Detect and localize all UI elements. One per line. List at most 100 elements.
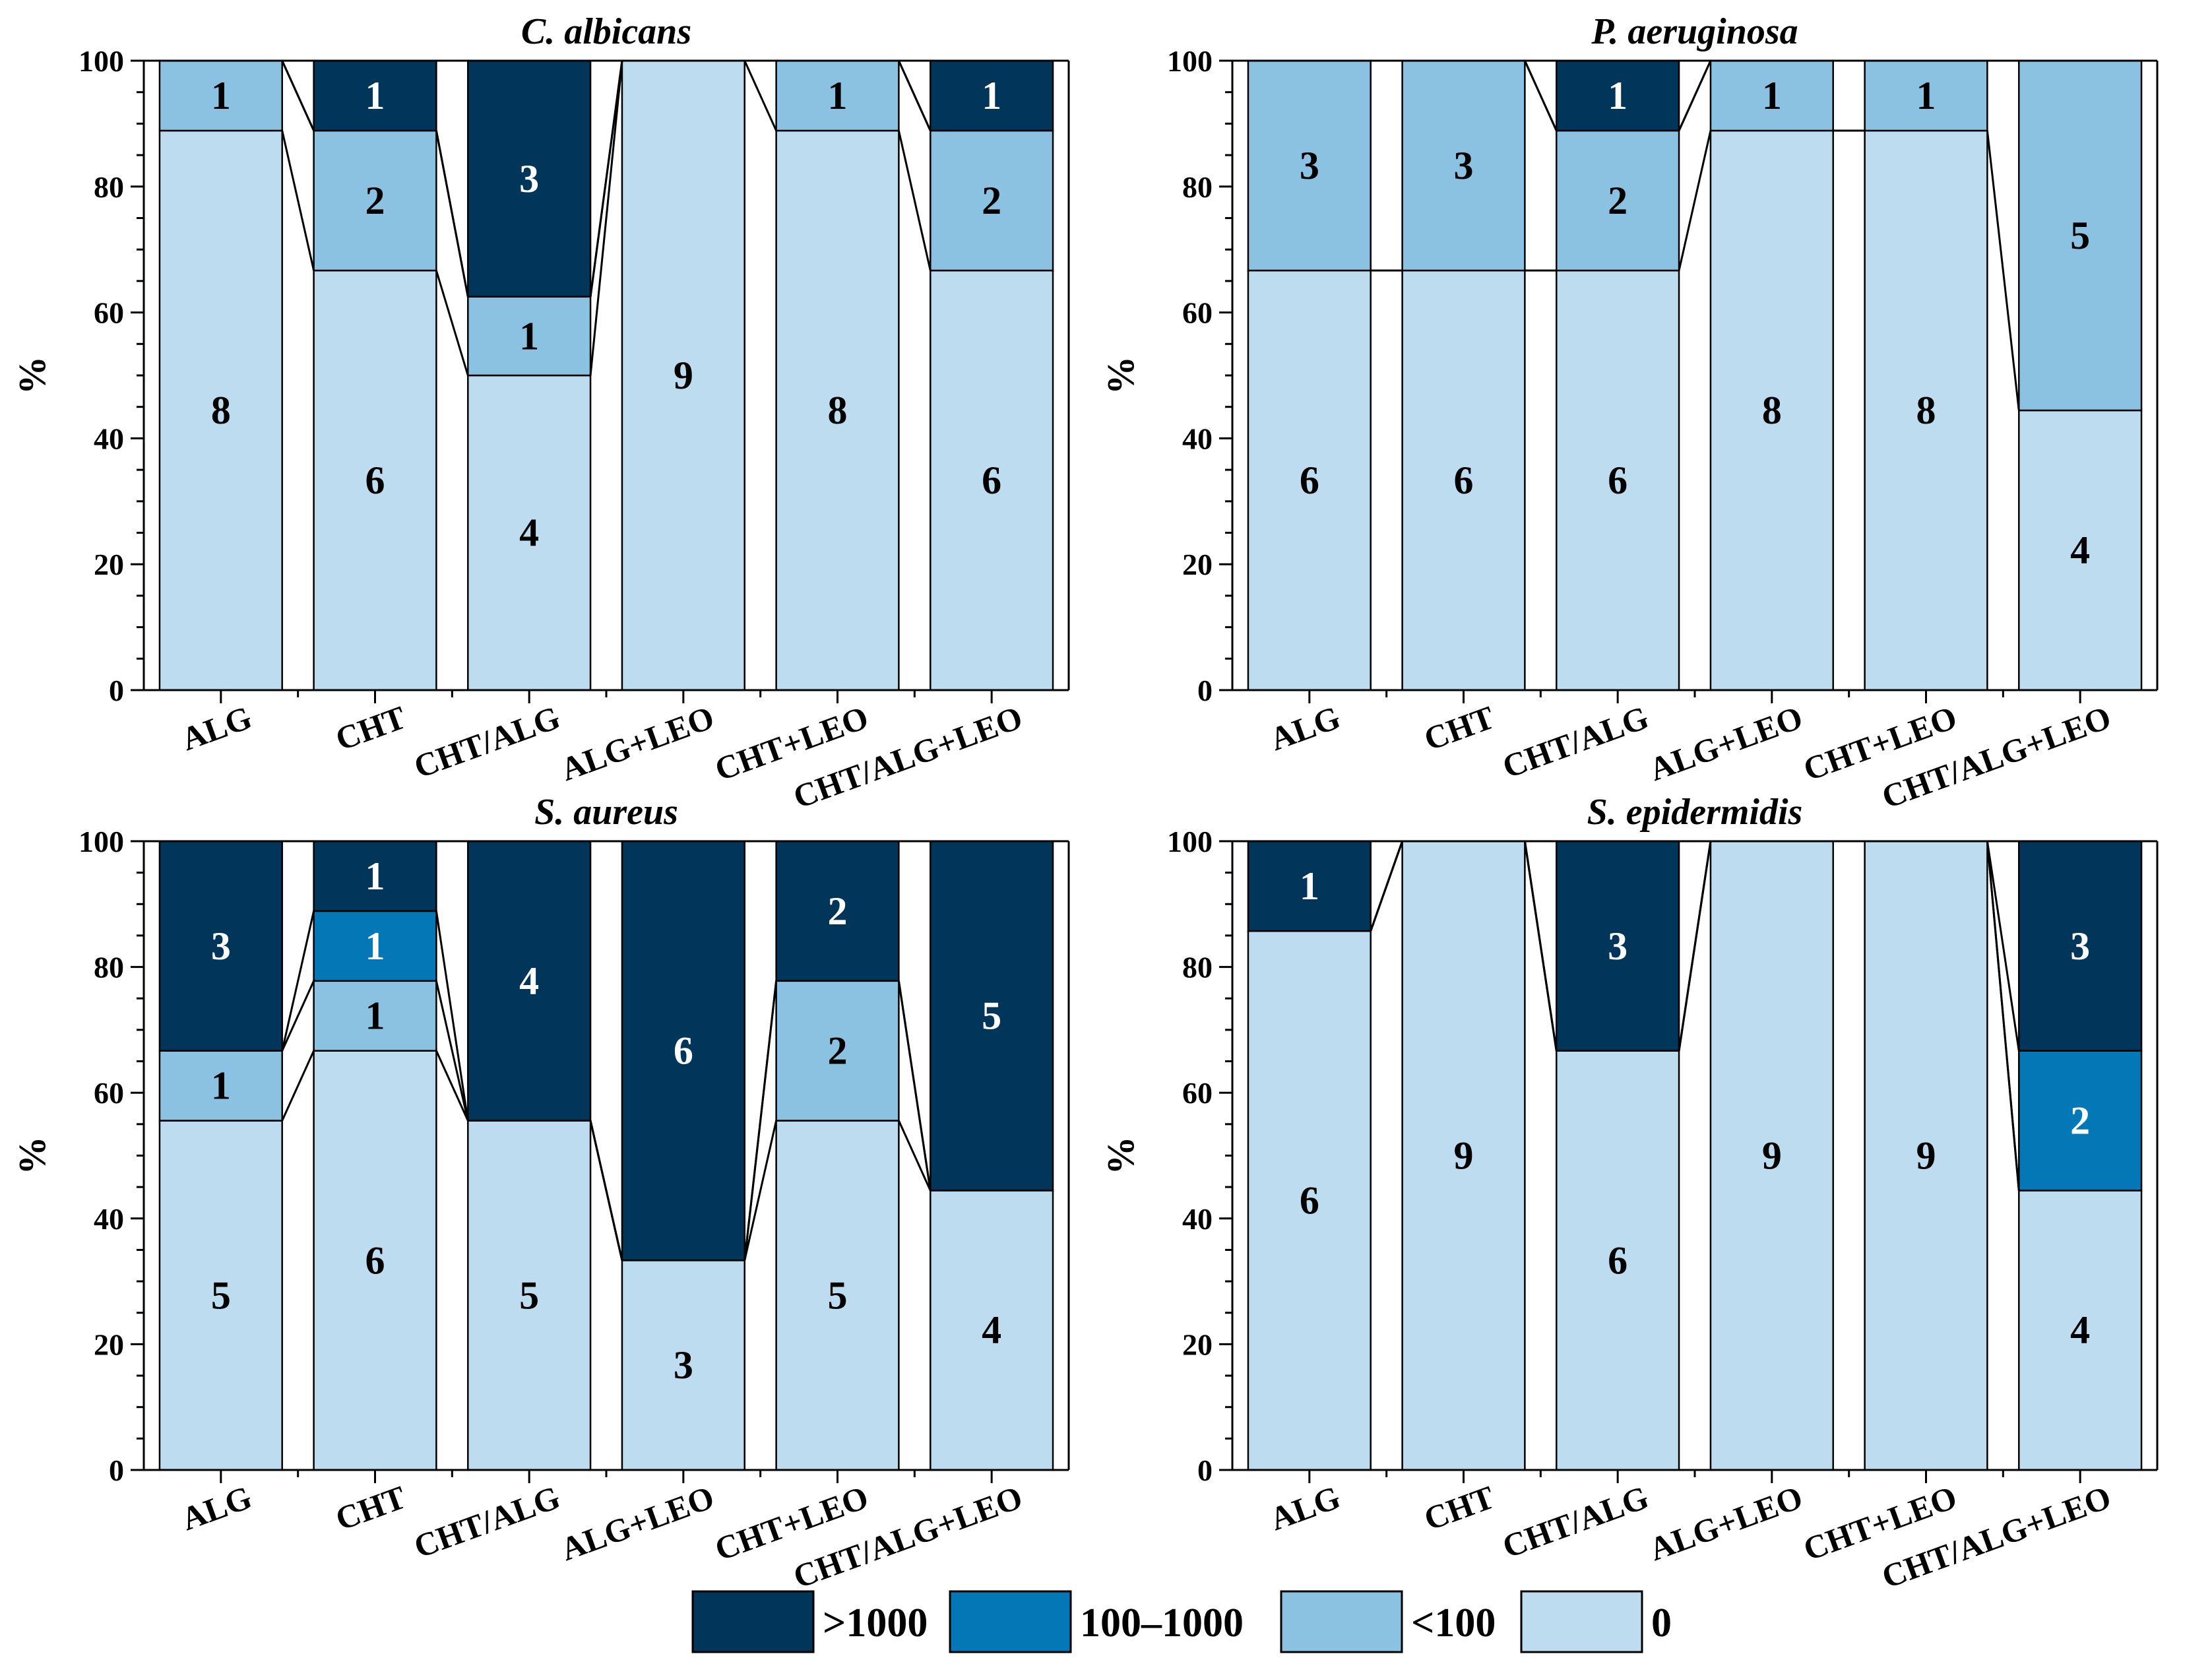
bar-alg-leo: 36 — [621, 840, 745, 1471]
connector-line — [589, 1120, 623, 1261]
bar-cht: 6 1 1 1 — [313, 840, 437, 1471]
segment-count-label: 5 — [982, 994, 1001, 1038]
y-tick-label: 80 — [94, 951, 124, 984]
connector-line — [435, 130, 469, 298]
legend-item-zero: 0 — [1520, 1590, 1672, 1653]
x-tick-label: CHT — [331, 1479, 410, 1538]
bar-segment-zero — [467, 1120, 592, 1471]
segment-count-label: 9 — [1454, 1134, 1474, 1178]
segment-count-label: 3 — [1300, 144, 1319, 187]
bar-segment-lt100 — [313, 129, 437, 272]
bar-segment-mid — [2018, 1050, 2143, 1192]
y-tick-label: 20 — [1182, 548, 1213, 581]
bar-segment-gt1000 — [467, 840, 592, 1122]
bar-cht-leo: 81 — [775, 59, 900, 691]
segment-count-label: 1 — [1916, 74, 1936, 117]
bar-cht-leo: 81 — [1864, 59, 1988, 691]
y-axis-label: % — [1099, 356, 1142, 395]
legend-label: 100–1000 — [1080, 1601, 1244, 1645]
bar-alg: 81 — [158, 59, 283, 691]
connector-line — [281, 1050, 315, 1122]
panel-c-albicans: C. albicans%81621413981621020406080100AL… — [11, 11, 1070, 815]
segment-count-label: 9 — [674, 354, 693, 397]
y-tick-label: 20 — [1182, 1327, 1213, 1361]
segment-count-label: 2 — [828, 1029, 848, 1073]
bar-segment-zero — [2018, 1190, 2143, 1471]
legend-item-lt100: <100 — [1280, 1590, 1496, 1653]
bar-segment-gt1000 — [467, 59, 592, 298]
segment-count-label: 1 — [365, 924, 385, 968]
segment-count-label: 6 — [1454, 459, 1474, 502]
segment-count-label: 4 — [519, 959, 539, 1003]
legend-item-mid: 100–1000 — [949, 1590, 1244, 1653]
x-tick-label: CHT/ALG — [409, 699, 565, 785]
segment-count-label: 3 — [1454, 144, 1474, 187]
connector-line — [589, 60, 623, 297]
y-tick-label: 60 — [1182, 296, 1213, 330]
segment-count-label: 2 — [1608, 179, 1627, 222]
segment-count-label: 6 — [1608, 459, 1627, 502]
segment-count-label: 6 — [365, 1238, 385, 1282]
bar-segment-zero — [1247, 269, 1372, 691]
segment-count-label: 6 — [1608, 1238, 1627, 1282]
bar-segment-gt1000 — [775, 840, 900, 982]
bar-alg-leo: 81 — [1709, 59, 1834, 691]
bar-segment-lt100 — [1556, 129, 1680, 272]
bar-segment-gt1000 — [2018, 840, 2143, 1052]
y-tick-label: 100 — [1167, 825, 1213, 858]
legend-label: 0 — [1651, 1601, 1672, 1645]
bar-cht-alg-leo: 6 2 1 — [930, 59, 1054, 691]
bar-segment-zero — [621, 1259, 745, 1471]
segment-count-label: 3 — [211, 924, 231, 968]
connector-line — [281, 60, 315, 131]
segment-count-label: 5 — [211, 1273, 231, 1317]
connector-line — [1370, 841, 1404, 932]
segment-count-label: 2 — [365, 179, 385, 222]
legend-swatch — [1520, 1590, 1643, 1653]
x-tick-label: ALG+LEO — [1645, 1479, 1808, 1568]
connector-line — [1678, 60, 1712, 131]
y-tick-label: 0 — [1197, 1453, 1213, 1487]
connector-line — [743, 1120, 778, 1261]
segment-count-label: 1 — [211, 74, 231, 117]
bar-cht-alg-leo: 4 2 3 — [2018, 840, 2143, 1471]
bar-cht-alg: 63 — [1556, 840, 1680, 1471]
bar-segment-lt100 — [775, 980, 900, 1122]
bar-alg: 63 — [1247, 59, 1372, 691]
bar-segment-gt1000 — [313, 59, 437, 132]
bar-segment-zero — [1401, 269, 1526, 691]
connector-line — [435, 1050, 469, 1122]
panel-title: P. aeruginosa — [1591, 11, 1798, 52]
segment-count-label: 4 — [2070, 1308, 2090, 1352]
y-tick-label: 0 — [109, 674, 124, 707]
bar-segment-zero — [1864, 129, 1988, 691]
segment-count-label: 3 — [1608, 924, 1627, 968]
x-tick-label: CHT/ALG — [1498, 1479, 1653, 1565]
bar-cht: 6 2 1 — [313, 59, 437, 691]
bar-segment-zero — [1247, 930, 1372, 1471]
bar-segment-gt1000 — [621, 840, 745, 1261]
y-tick-label: 60 — [1182, 1076, 1213, 1110]
bar-cht-alg: 6 2 1 — [1556, 59, 1680, 691]
segment-count-label: 1 — [1300, 864, 1319, 908]
bar-cht-alg-leo: 45 — [2018, 59, 2143, 691]
bar-segment-lt100 — [313, 980, 437, 1052]
segment-count-label: 8 — [828, 389, 848, 432]
y-tick-label: 60 — [94, 296, 124, 330]
bar-alg: 5 1 3 — [158, 840, 283, 1471]
bar-segment-lt100 — [1709, 59, 1834, 132]
connector-line — [1524, 60, 1558, 131]
segment-count-label: 1 — [982, 74, 1001, 117]
bar-cht: 9 — [1401, 840, 1526, 1471]
bar-segment-zero — [930, 1190, 1054, 1471]
bar-segment-gt1000 — [313, 840, 437, 912]
panel-p-aeruginosa: P. aeruginosa%6363621818145020406080100A… — [1099, 11, 2159, 815]
bar-segment-lt100 — [930, 129, 1054, 272]
bar-segment-zero — [775, 129, 900, 691]
bar-cht-leo: 5 2 2 — [775, 840, 900, 1471]
segment-count-label: 6 — [365, 459, 385, 502]
legend: >1000 100–1000 <100 0 — [691, 1590, 1672, 1653]
y-axis-label: % — [11, 356, 53, 395]
segment-count-label: 8 — [1916, 389, 1936, 432]
